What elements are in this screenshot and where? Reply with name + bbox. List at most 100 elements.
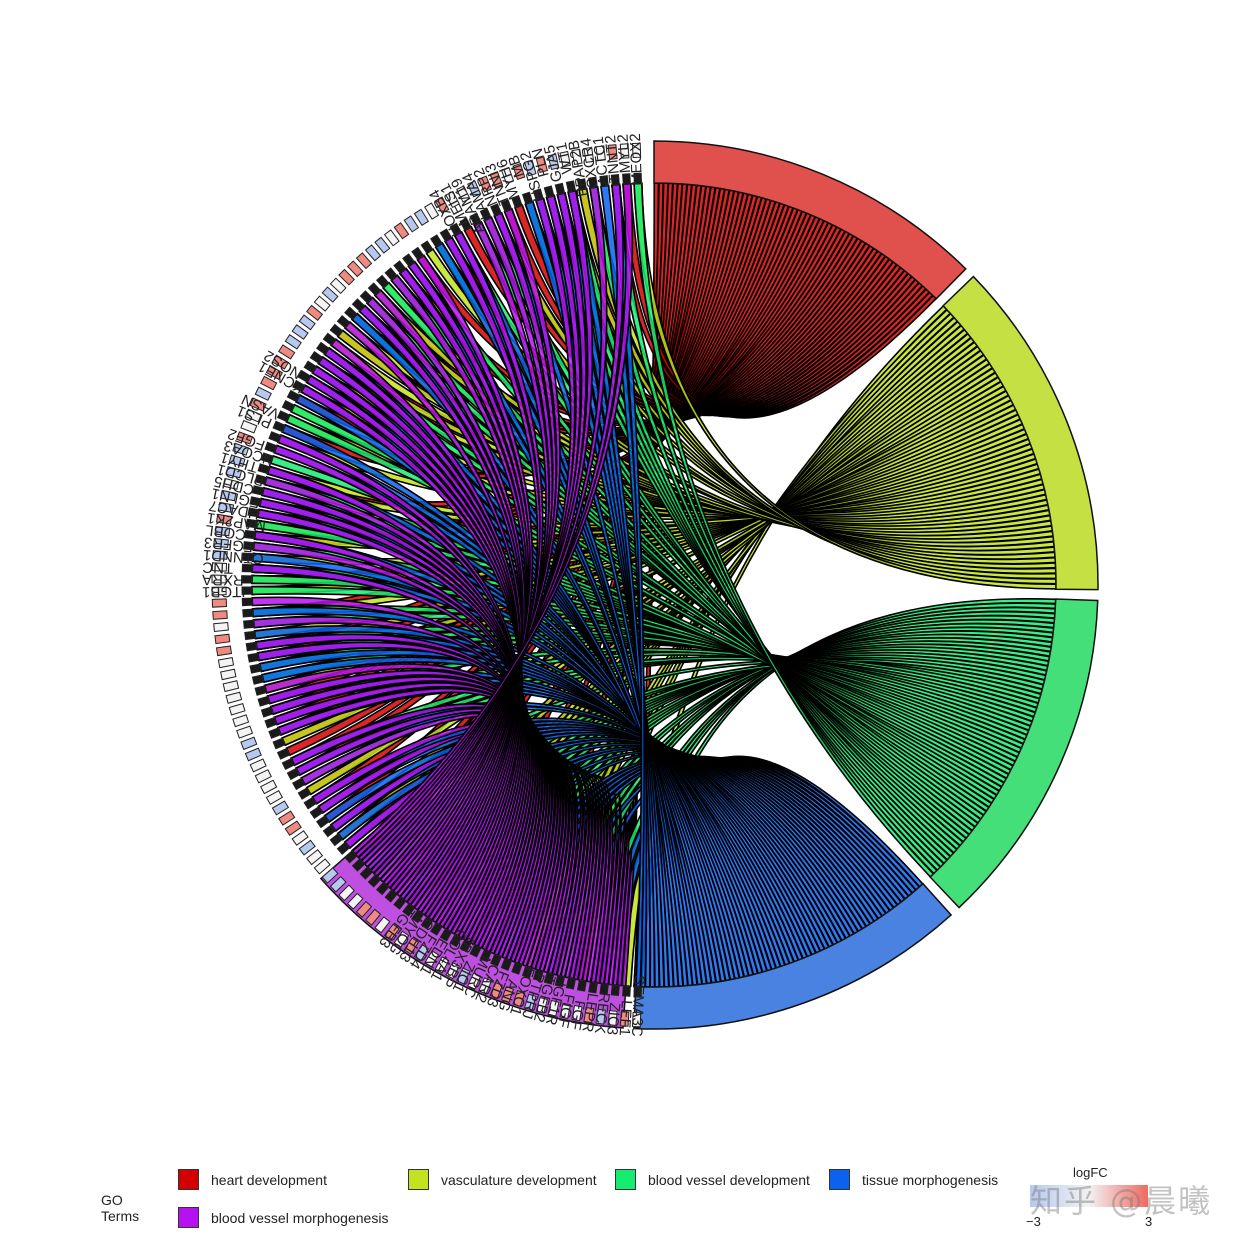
gene-tick-actc1 [599,175,609,188]
gene-tick-fzd3 [500,957,513,971]
gene-logfc-htr2b [217,657,235,669]
gene-tick-ptprj [532,968,544,982]
gene-tick-myh6 [511,195,523,209]
gene-tick-tek [359,866,374,880]
legend-title: GO Terms [101,1192,140,1224]
gene-logfc-col4a2 [271,800,290,816]
legend-label: vasculature development [441,1171,597,1188]
gene-label: TNNT2 [602,134,624,184]
gene-tick-tbx20 [329,832,344,847]
gene-tick-col4a2 [297,787,312,800]
gene-logfc-tbx5 [383,229,400,247]
gene-logfc-nrp2 [478,175,493,193]
gene-logfc-kdr [346,892,364,910]
gene-logfc-ftd2 [254,386,272,401]
gene-tick-mef2a [316,815,330,829]
gene-tick-ang [511,961,523,975]
gene-tick-hand1 [384,888,398,903]
gene-label: ZIC3 [603,1002,623,1036]
gene-logfc-acvrl1 [244,747,262,762]
legend-label: heart development [211,1171,327,1188]
gene-logfc-ace [278,344,296,360]
gene-logfc-fzd4 [413,943,430,962]
gene-tick-epas1 [251,674,265,685]
legend-swatch [178,1169,199,1190]
gene-logfc-tek [338,884,355,902]
gene-tick-lef1 [622,985,631,997]
gene-label: FGF [566,999,588,1032]
gene-logfc-hey2 [284,820,302,836]
gene-tick-ltcs1 [429,234,443,248]
gene-logfc-tcf21 [291,324,309,340]
gene-tick-hdac7 [247,507,260,518]
gene-tick-scn5a [254,685,268,696]
gene-label: MB [505,153,528,180]
gene-logfc-fzd3 [489,981,504,999]
gene-tick-hdac9 [420,240,434,255]
gene-logfc-figf [559,1002,571,1020]
gene-tick-notch1 [329,323,344,338]
gene-logfc-pgf [211,598,228,608]
gene-tick-nrp2 [490,203,502,217]
gene-tick-ncoa3 [260,452,274,464]
gene-logfc-tek2 [240,419,258,434]
gene-tick-kcne1 [292,379,306,393]
gene-tick-tnc [241,563,254,573]
gene-label: LEF1 [616,1000,635,1037]
gene-logfc-ece1 [298,314,316,331]
gene-logfc-egln1 [220,489,237,502]
gene-logfc-robo1 [228,702,246,716]
gene-logfc-meox2 [631,142,642,159]
gene-logfc-smad4 [355,252,373,270]
gene-tick-lrp1 [276,747,291,760]
gene-logfc-tgfb3 [383,923,400,941]
legend-item-blood-vessel-morphogenesis: blood vessel morphogenesis [178,1207,388,1228]
gene-tick-reck [599,982,609,995]
gene-tick-ppap2b [576,178,587,191]
gene-logfc-adam19 [456,185,471,203]
gene-tick-rbpj [351,298,366,312]
gene-logfc-actc1 [595,145,606,162]
gene-tick-eng [393,260,407,274]
gene-logfc-tnni3k [265,790,284,805]
gene-logfc-mib1 [212,610,228,620]
gene-logfc-pls1 [244,408,262,423]
gene-logfc-ppap2b [571,148,583,166]
gene-tick-ctnnd1 [242,552,254,562]
gene-tick-fzd4 [429,922,443,936]
gene-tick-wt1 [565,180,577,193]
gene-logfc-nkx2-5 [236,725,254,739]
gene-tick-tgfb2 [543,971,555,985]
gene-tick-rxra [241,575,253,584]
legend-label: tissue morphogenesis [862,1171,999,1188]
gene-logfc-itgb1 [211,586,227,596]
gene-tick-hey2 [309,806,324,819]
gene-logfc-edn1 [424,950,440,968]
gene-label: RXRA [202,571,244,589]
gene-tick-plcd1 [254,474,268,485]
gene-tick-gja5 [554,182,566,196]
gene-tick-ace [303,360,318,374]
gene-logfc-lama4 [467,180,482,198]
gene-tick-kdr [367,874,382,888]
gene-logfc-fgfr3 [213,537,229,549]
gene-logfc-capn7 [374,916,391,934]
gene-logfc-jag1 [278,810,296,826]
watermark: 知乎 @晨曦 [1030,1182,1213,1220]
gene-logfc-cdh5 [222,477,240,490]
gene-logfc-fgf [571,1004,583,1022]
gene-logfc-ccm2 [321,867,339,884]
gene-logfc-shh [346,260,364,278]
gene-tick-smad4 [375,274,390,289]
gene-tick-meis1 [459,217,472,231]
gene-tick-edn1 [439,928,453,942]
gene-tick-tie1 [336,841,351,855]
gene-tick-tnnt2 [610,173,620,186]
gene-logfc-fgf2 [236,431,254,445]
gene-logfc-notch1 [306,304,324,321]
gene-tick-tnni3 [500,199,513,213]
gene-logfc-tnc [211,562,228,572]
gene-logfc-apela [284,334,302,350]
gene-tick-hspg2 [532,188,544,202]
